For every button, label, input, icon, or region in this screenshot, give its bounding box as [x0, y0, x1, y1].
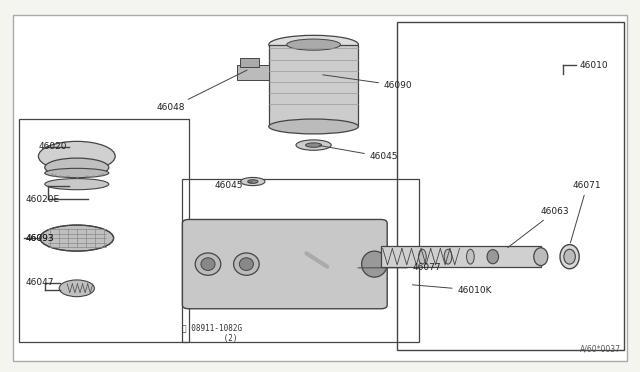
- Text: A/60*0037: A/60*0037: [580, 344, 621, 353]
- Ellipse shape: [269, 119, 358, 134]
- Bar: [182, 179, 419, 342]
- Bar: [237, 65, 269, 80]
- Ellipse shape: [362, 251, 387, 277]
- Ellipse shape: [287, 39, 340, 50]
- Text: 46045: 46045: [319, 145, 399, 161]
- Text: 46077: 46077: [358, 263, 442, 272]
- Text: ⓝ 08911-1082G
         (2): ⓝ 08911-1082G (2): [182, 324, 243, 343]
- Ellipse shape: [239, 258, 253, 270]
- Ellipse shape: [40, 225, 114, 251]
- Bar: [269, 45, 358, 126]
- Ellipse shape: [534, 248, 548, 266]
- Text: 46071: 46071: [570, 181, 602, 243]
- Ellipse shape: [234, 253, 259, 275]
- Ellipse shape: [296, 140, 332, 150]
- Text: 46010K: 46010K: [412, 285, 492, 295]
- Ellipse shape: [195, 253, 221, 275]
- Bar: [397, 22, 624, 350]
- Text: 46010: 46010: [579, 61, 608, 70]
- Text: 46093: 46093: [26, 234, 54, 243]
- Ellipse shape: [444, 249, 452, 264]
- Bar: [240, 58, 259, 67]
- Ellipse shape: [560, 245, 579, 269]
- Ellipse shape: [306, 143, 322, 147]
- Text: 46020E: 46020E: [26, 195, 60, 203]
- Ellipse shape: [248, 180, 258, 183]
- Text: 46045: 46045: [214, 181, 252, 190]
- Ellipse shape: [487, 250, 499, 264]
- Text: 46047: 46047: [26, 278, 54, 287]
- Bar: [19, 119, 189, 342]
- Bar: [381, 246, 541, 267]
- Text: 46063: 46063: [508, 207, 570, 247]
- Ellipse shape: [269, 35, 358, 54]
- Text: 46090: 46090: [323, 75, 413, 90]
- FancyBboxPatch shape: [182, 219, 387, 309]
- FancyArrowPatch shape: [307, 253, 327, 267]
- Ellipse shape: [59, 280, 95, 297]
- Ellipse shape: [241, 177, 265, 186]
- Ellipse shape: [38, 141, 115, 171]
- Ellipse shape: [564, 249, 575, 264]
- Ellipse shape: [201, 258, 215, 270]
- Ellipse shape: [45, 179, 109, 190]
- Ellipse shape: [467, 249, 474, 264]
- Text: 46020: 46020: [38, 142, 67, 151]
- Ellipse shape: [419, 249, 426, 264]
- Text: 46048: 46048: [157, 70, 247, 112]
- Text: 46093: 46093: [26, 234, 54, 243]
- Ellipse shape: [45, 158, 109, 177]
- Ellipse shape: [45, 168, 109, 178]
